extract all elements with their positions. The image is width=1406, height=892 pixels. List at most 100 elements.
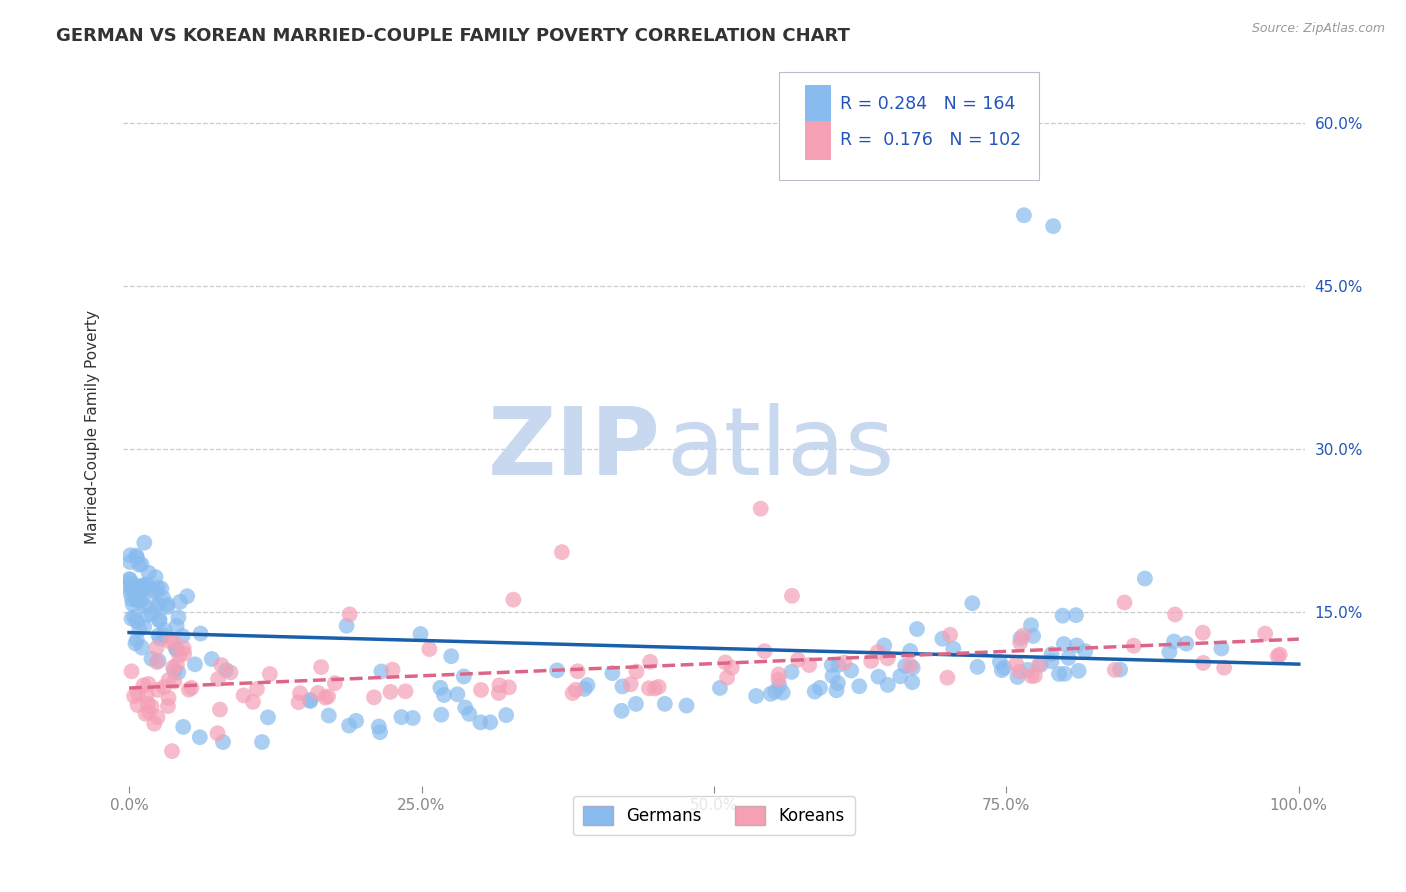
Point — [551, 545, 574, 559]
Point — [370, 665, 392, 679]
Point — [433, 688, 456, 702]
Point — [612, 680, 634, 694]
Point — [1052, 608, 1074, 623]
Point — [148, 654, 170, 668]
Point — [768, 667, 790, 681]
Point — [207, 672, 229, 686]
Point — [644, 681, 666, 696]
Point — [470, 682, 492, 697]
Point — [287, 695, 309, 709]
Point — [257, 710, 280, 724]
Point — [121, 665, 143, 679]
Point — [125, 614, 148, 628]
Point — [136, 608, 159, 623]
Point — [132, 591, 155, 606]
Point — [156, 598, 179, 612]
Point — [127, 698, 149, 712]
Point — [167, 648, 190, 663]
Point — [868, 670, 890, 684]
Point — [458, 706, 481, 721]
Point — [988, 655, 1011, 669]
Point — [1017, 663, 1039, 677]
Point — [146, 682, 169, 697]
Point — [394, 684, 416, 698]
Point — [1159, 645, 1181, 659]
Point — [118, 573, 141, 587]
Point — [745, 689, 768, 703]
Text: Source: ZipAtlas.com: Source: ZipAtlas.com — [1251, 22, 1385, 36]
Point — [1040, 647, 1063, 661]
Point — [716, 671, 738, 685]
Point — [211, 658, 233, 673]
Point — [1213, 661, 1236, 675]
Point — [153, 628, 176, 642]
Y-axis label: Married-Couple Family Poverty: Married-Couple Family Poverty — [86, 310, 100, 544]
Point — [1008, 665, 1031, 679]
Point — [163, 674, 186, 689]
Point — [1029, 657, 1052, 672]
Point — [160, 744, 183, 758]
Point — [942, 641, 965, 656]
Point — [901, 661, 924, 675]
Point — [146, 581, 169, 595]
Point — [149, 632, 172, 646]
Point — [120, 586, 142, 600]
Point — [336, 619, 359, 633]
Point — [148, 598, 170, 612]
Point — [1019, 618, 1042, 632]
Point — [219, 665, 242, 680]
Point — [1109, 663, 1132, 677]
Point — [1192, 656, 1215, 670]
Point — [162, 660, 184, 674]
Point — [546, 664, 568, 678]
Point — [502, 592, 524, 607]
Point — [314, 690, 336, 705]
Point — [905, 622, 928, 636]
Text: R =  0.176   N = 102: R = 0.176 N = 102 — [841, 131, 1022, 149]
Point — [720, 661, 742, 675]
Point — [156, 600, 179, 615]
Point — [1122, 639, 1144, 653]
Point — [1040, 654, 1063, 668]
Point — [1007, 670, 1029, 684]
Point — [1010, 636, 1032, 650]
Point — [363, 690, 385, 705]
Point — [152, 591, 174, 605]
Point — [488, 686, 510, 700]
Point — [134, 599, 156, 614]
Point — [135, 688, 157, 702]
Point — [391, 710, 413, 724]
Point — [966, 660, 988, 674]
Point — [827, 676, 849, 690]
Point — [259, 667, 281, 681]
Point — [409, 627, 432, 641]
Point — [136, 697, 159, 711]
Point — [1012, 629, 1035, 643]
Point — [307, 686, 329, 700]
Point — [173, 641, 195, 656]
Point — [316, 690, 339, 704]
Point — [146, 655, 169, 669]
Point — [134, 620, 156, 634]
Point — [184, 657, 207, 672]
Point — [860, 654, 883, 668]
Point — [488, 678, 510, 692]
Point — [121, 592, 143, 607]
Point — [125, 632, 148, 647]
Point — [1005, 657, 1028, 671]
Point — [124, 636, 146, 650]
Point — [208, 702, 231, 716]
Point — [166, 642, 188, 657]
Point — [232, 689, 254, 703]
Point — [803, 684, 825, 698]
Point — [142, 583, 165, 598]
Point — [430, 707, 453, 722]
Point — [638, 681, 661, 696]
Point — [754, 644, 776, 658]
Point — [825, 683, 848, 698]
Point — [1164, 607, 1187, 622]
Point — [576, 678, 599, 692]
Point — [1053, 666, 1076, 681]
Point — [138, 677, 160, 691]
Point — [647, 680, 669, 694]
